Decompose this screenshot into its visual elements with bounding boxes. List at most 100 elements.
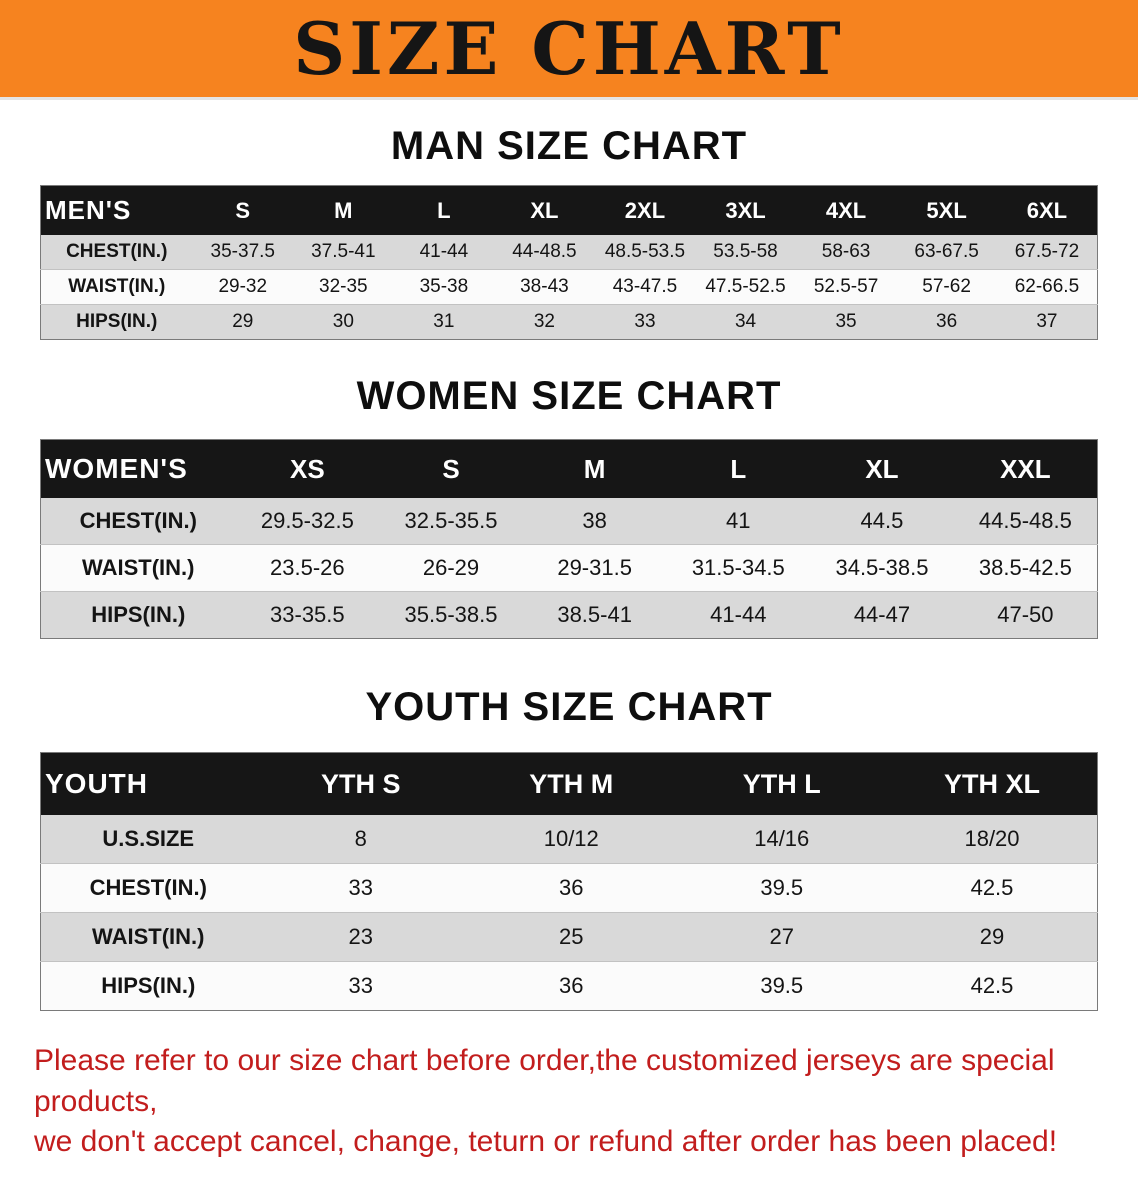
value-cell: 38 bbox=[582, 508, 607, 533]
row-label-cell: WAIST(IN.) bbox=[82, 555, 195, 580]
women-size-section: WOMEN SIZE CHART WOMEN'S XS S M L XL XXL CHEST… bbox=[0, 340, 1138, 639]
size-header-cell: 3XL bbox=[725, 197, 766, 223]
value-cell: 38-43 bbox=[520, 276, 569, 297]
row-label-cell: U.S.SIZE bbox=[102, 826, 195, 851]
value-cell: 14/16 bbox=[754, 826, 810, 851]
size-header-cell: YTH L bbox=[742, 768, 821, 799]
men-size-section: MAN SIZE CHART MEN'S S M L XL 2XL 3XL 4XL 5XL 6XL… bbox=[0, 100, 1138, 340]
value-cell: 10/12 bbox=[543, 826, 599, 851]
value-cell: 32 bbox=[533, 311, 555, 332]
measurement-row: CHEST(IN.) 33 36 39.5 42.5 bbox=[40, 863, 1098, 913]
value-cell: 27 bbox=[769, 924, 794, 949]
value-cell: 8 bbox=[354, 826, 367, 851]
value-cell: 32.5-35.5 bbox=[404, 508, 498, 533]
row-label-cell: CHEST(IN.) bbox=[66, 241, 168, 262]
size-header-cell: 2XL bbox=[624, 197, 666, 223]
table-header-row: YOUTH YTH S YTH M YTH L YTH XL bbox=[40, 752, 1098, 815]
table-title-cell: WOMEN'S bbox=[45, 453, 188, 484]
value-cell: 23.5-26 bbox=[270, 555, 345, 580]
men-size-table: MEN'S S M L XL 2XL 3XL 4XL 5XL 6XL CHEST(IN.) 35-3… bbox=[40, 185, 1098, 340]
value-cell: 44-47 bbox=[853, 602, 911, 627]
men-table-body: CHEST(IN.) 35-37.5 37.5-41 41-44 44-48.5 48.5… bbox=[40, 235, 1098, 340]
value-cell: 48.5-53.5 bbox=[604, 241, 686, 262]
value-cell: 29 bbox=[232, 311, 254, 332]
size-header-cell: M bbox=[583, 453, 606, 484]
row-label-cell: CHEST(IN.) bbox=[89, 875, 207, 900]
table-title-cell: YOUTH bbox=[45, 768, 148, 799]
value-cell: 63-67.5 bbox=[914, 241, 979, 262]
value-cell: 25 bbox=[559, 924, 584, 949]
table-title-cell: MEN'S bbox=[45, 195, 132, 225]
row-label-cell: HIPS(IN.) bbox=[101, 973, 196, 998]
value-cell: 35.5-38.5 bbox=[404, 602, 498, 627]
value-cell: 42.5 bbox=[970, 875, 1014, 900]
size-header-cell: 5XL bbox=[926, 197, 967, 223]
value-cell: 67.5-72 bbox=[1014, 241, 1080, 262]
value-cell: 47.5-52.5 bbox=[705, 276, 786, 297]
value-cell: 29.5-32.5 bbox=[260, 508, 354, 533]
women-size-table: WOMEN'S XS S M L XL XXL CHEST(IN.) 29.5-32.5 32.… bbox=[40, 439, 1098, 639]
table-header-row: MEN'S S M L XL 2XL 3XL 4XL 5XL 6XL bbox=[40, 185, 1098, 235]
value-cell: 33 bbox=[348, 973, 373, 998]
value-cell: 34 bbox=[734, 311, 757, 332]
value-cell: 29-32 bbox=[218, 276, 268, 297]
value-cell: 44-48.5 bbox=[512, 241, 577, 262]
measurement-row: CHEST(IN.) 35-37.5 37.5-41 41-44 44-48.5 48.5… bbox=[40, 235, 1098, 270]
value-cell: 36 bbox=[559, 973, 584, 998]
size-header-cell: YTH S bbox=[320, 768, 401, 799]
row-label-cell: CHEST(IN.) bbox=[79, 508, 197, 533]
women-table-body: CHEST(IN.) 29.5-32.5 32.5-35.5 38 41 44.5 44.5… bbox=[40, 498, 1098, 639]
value-cell: 33 bbox=[348, 875, 373, 900]
value-cell: 38.5-42.5 bbox=[978, 555, 1072, 580]
value-cell: 31 bbox=[433, 311, 455, 332]
measurement-row: U.S.SIZE 8 10/12 14/16 18/20 bbox=[40, 815, 1098, 864]
value-cell: 35-38 bbox=[419, 276, 469, 297]
notice-line-1: Please refer to our size chart before or… bbox=[34, 1044, 1055, 1118]
value-cell: 30 bbox=[332, 311, 354, 332]
value-cell: 37.5-41 bbox=[311, 241, 376, 262]
measurement-row: CHEST(IN.) 29.5-32.5 32.5-35.5 38 41 44.5 44.5… bbox=[40, 498, 1098, 545]
value-cell: 26-29 bbox=[422, 555, 480, 580]
value-cell: 43-47.5 bbox=[612, 276, 678, 297]
measurement-row: HIPS(IN.) 33 36 39.5 42.5 bbox=[40, 961, 1098, 1011]
value-cell: 34.5-38.5 bbox=[835, 555, 929, 580]
value-cell: 29-31.5 bbox=[557, 555, 632, 580]
size-header-cell: XS bbox=[289, 453, 325, 484]
measurement-row: WAIST(IN.) 29-32 32-35 35-38 38-43 43-47.5 47.… bbox=[40, 269, 1098, 305]
value-cell: 29 bbox=[979, 924, 1005, 949]
value-cell: 53.5-58 bbox=[713, 241, 778, 262]
value-cell: 47-50 bbox=[997, 602, 1054, 627]
value-cell: 33 bbox=[634, 311, 656, 332]
size-header-cell: 6XL bbox=[1026, 197, 1068, 223]
measurement-row: WAIST(IN.) 23.5-26 26-29 29-31.5 31.5-34.5 34… bbox=[40, 544, 1098, 592]
size-header-cell: L bbox=[437, 197, 451, 223]
row-label-cell: WAIST(IN.) bbox=[68, 276, 166, 297]
value-cell: 35 bbox=[835, 311, 857, 332]
size-header-cell: XL bbox=[530, 197, 559, 223]
value-cell: 44.5 bbox=[860, 508, 904, 533]
men-table-header: MEN'S S M L XL 2XL 3XL 4XL 5XL 6XL bbox=[40, 185, 1098, 235]
banner: SIZE CHART bbox=[0, 0, 1138, 100]
size-header-cell: L bbox=[730, 453, 747, 484]
youth-size-section: YOUTH SIZE CHART YOUTH YTH S YTH M YTH L YTH… bbox=[0, 639, 1138, 1011]
table-header-row: WOMEN'S XS S M L XL XXL bbox=[40, 439, 1098, 498]
value-cell: 18/20 bbox=[964, 826, 1020, 851]
size-header-cell: XL bbox=[865, 453, 899, 484]
row-label-cell: HIPS(IN.) bbox=[91, 602, 186, 627]
value-cell: 32-35 bbox=[319, 276, 368, 297]
value-cell: 39.5 bbox=[760, 875, 804, 900]
page-title: SIZE CHART bbox=[293, 5, 845, 91]
youth-size-table: YOUTH YTH S YTH M YTH L YTH XL U.S.SIZE 8 10/1… bbox=[40, 752, 1098, 1011]
value-cell: 31.5-34.5 bbox=[691, 555, 785, 580]
value-cell: 57-62 bbox=[922, 276, 971, 297]
value-cell: 35-37.5 bbox=[210, 241, 275, 262]
value-cell: 52.5-57 bbox=[813, 276, 879, 297]
size-header-cell: S bbox=[442, 453, 460, 484]
men-section-heading: MAN SIZE CHART bbox=[390, 124, 748, 168]
value-cell: 42.5 bbox=[970, 973, 1014, 998]
value-cell: 41-44 bbox=[419, 241, 469, 262]
value-cell: 39.5 bbox=[760, 973, 804, 998]
value-cell: 38.5-41 bbox=[557, 602, 632, 627]
size-header-cell: 4XL bbox=[825, 197, 867, 223]
